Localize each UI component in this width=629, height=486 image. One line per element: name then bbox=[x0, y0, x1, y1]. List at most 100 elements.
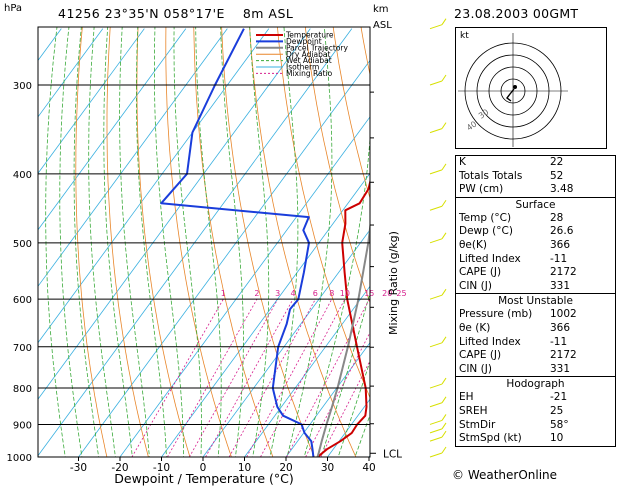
legend-label: Dewpoint bbox=[286, 37, 322, 46]
isotherm-line bbox=[244, 285, 370, 457]
surface-label: Dewp (°C) bbox=[459, 225, 513, 238]
index-label: PW (cm) bbox=[459, 183, 504, 196]
pressure-tick-label: 300 bbox=[13, 81, 32, 92]
pressure-tick-label: 900 bbox=[13, 420, 32, 431]
isotherm-line bbox=[38, 28, 104, 118]
footer-copyright: © WeatherOnline bbox=[452, 468, 558, 482]
surface-row: CIN (J) 331 bbox=[456, 280, 615, 294]
mixing-ratio-line bbox=[260, 298, 346, 457]
wet-adiabat-line bbox=[220, 27, 244, 457]
index-value: 3.48 bbox=[550, 183, 574, 196]
most-unstable-value: 331 bbox=[550, 362, 571, 375]
wind-barb bbox=[429, 402, 443, 408]
wind-barb bbox=[429, 342, 443, 348]
surface-value: 366 bbox=[550, 238, 571, 251]
most-unstable-row: CAPE (J) 2172 bbox=[456, 349, 615, 363]
index-row: PW (cm) 3.48 bbox=[456, 183, 615, 197]
surface-row: Lifted Index -11 bbox=[456, 253, 615, 267]
wet-adiabat-line bbox=[119, 27, 150, 457]
x-tick-label: -20 bbox=[111, 462, 128, 474]
pressure-tick-label: 700 bbox=[13, 343, 32, 354]
index-value: 52 bbox=[550, 169, 564, 182]
surface-row: Dewp (°C) 26.6 bbox=[456, 225, 615, 239]
isotherm-line bbox=[38, 28, 187, 231]
surface-label: CIN (J) bbox=[459, 279, 492, 292]
pressure-tick-label: 800 bbox=[13, 384, 32, 395]
wet-adiabat-line bbox=[337, 360, 370, 457]
datetime-label: 23.08.2003 00GMT bbox=[454, 6, 579, 21]
mixing-ratio-label: 4 bbox=[290, 289, 295, 298]
most-unstable-row: Pressure (mb) 1002 bbox=[456, 308, 615, 322]
most-unstable-value: 1002 bbox=[550, 308, 577, 321]
surface-title: Surface bbox=[515, 198, 556, 211]
storm-motion-marker bbox=[513, 85, 517, 89]
mixing-ratio-label: 8 bbox=[329, 289, 334, 298]
wind-barb-flag bbox=[441, 377, 447, 385]
hodograph-trace bbox=[506, 88, 515, 102]
x-tick-label: 30 bbox=[321, 462, 334, 474]
wet-adiabat-line bbox=[136, 27, 167, 457]
series-line-parcel-trajectory bbox=[316, 220, 370, 457]
most-unstable-row: CIN (J) 331 bbox=[456, 363, 615, 377]
plot-frame bbox=[37, 26, 371, 458]
surface-value: 26.6 bbox=[550, 225, 574, 238]
most-unstable-row: Lifted Index -11 bbox=[456, 336, 615, 350]
pressure-unit-label: hPa bbox=[4, 3, 23, 14]
wind-barb bbox=[429, 169, 443, 175]
dry-adiabat-line bbox=[249, 27, 357, 457]
dry-adiabat-line bbox=[193, 27, 274, 457]
wind-barb-flag bbox=[441, 163, 447, 171]
surface-value: 331 bbox=[550, 279, 571, 292]
surface-row: CAPE (J) 2172 bbox=[456, 266, 615, 280]
wind-barb bbox=[429, 452, 443, 458]
wet-adiabat-line bbox=[73, 27, 100, 457]
most-unstable-title: Most Unstable bbox=[498, 295, 573, 308]
legend-label: Mixing Ratio bbox=[286, 69, 333, 78]
mixing-ratio-line bbox=[320, 359, 370, 457]
most-unstable-value: 366 bbox=[550, 321, 571, 334]
hodograph-stat-value: 10 bbox=[550, 432, 564, 445]
wind-barb bbox=[429, 294, 443, 300]
surface-label: CAPE (J) bbox=[459, 266, 502, 279]
x-tick-label: 20 bbox=[279, 462, 292, 474]
wind-barb bbox=[429, 428, 443, 434]
dry-adiabat-line bbox=[165, 27, 232, 457]
hodograph-stat-row: StmDir 58° bbox=[456, 419, 615, 433]
wet-adiabat-line bbox=[195, 27, 222, 457]
wet-adiabat-line bbox=[269, 27, 299, 457]
wind-barb bbox=[429, 205, 443, 211]
wind-barb-flag bbox=[441, 122, 447, 129]
mixing-ratio-line bbox=[167, 298, 258, 457]
mixing-ratio-label: 20 bbox=[382, 289, 392, 298]
wet-adiabat-line bbox=[59, 27, 83, 457]
wet-adiabat-line bbox=[88, 27, 116, 457]
index-row: Totals Totals 52 bbox=[456, 170, 615, 184]
pressure-tick-label: 600 bbox=[13, 295, 32, 306]
wet-adiabat-line bbox=[286, 27, 333, 457]
index-row: K 22 bbox=[456, 156, 615, 170]
surface-value: 28 bbox=[550, 211, 564, 224]
dry-adiabat-line bbox=[304, 27, 370, 304]
wind-barb bbox=[429, 383, 443, 389]
wind-barb-flag bbox=[441, 18, 447, 25]
dry-adiabat-line bbox=[106, 27, 149, 457]
wind-barb bbox=[429, 238, 443, 244]
surface-row: Temp (°C) 28 bbox=[456, 212, 615, 226]
wind-barb-flag bbox=[441, 200, 447, 207]
wind-barb-flag bbox=[441, 74, 447, 82]
wind-barb bbox=[429, 80, 443, 86]
pressure-tick-label: 500 bbox=[13, 239, 32, 250]
wet-adiabat-line bbox=[249, 27, 270, 457]
x-tick-label: 40 bbox=[362, 462, 375, 474]
hodograph-stat-label: StmDir bbox=[459, 418, 496, 431]
wind-barb bbox=[429, 419, 443, 425]
legend-label: Dry Adiabat bbox=[286, 50, 330, 59]
mixing-ratio-axis-label: Mixing Ratio (g/kg) bbox=[387, 231, 400, 335]
wind-barb bbox=[429, 128, 443, 134]
wind-barb-flag bbox=[441, 430, 447, 438]
indices-panel: K 22 Totals Totals 52 PW (cm) 3.48 Surface Tem… bbox=[455, 155, 616, 447]
mixing-ratio-label: 10 bbox=[340, 289, 350, 298]
wet-adiabat-line bbox=[45, 27, 66, 457]
station-info: 41256 23°35'N 058°17'E 8m ASL bbox=[58, 6, 294, 21]
